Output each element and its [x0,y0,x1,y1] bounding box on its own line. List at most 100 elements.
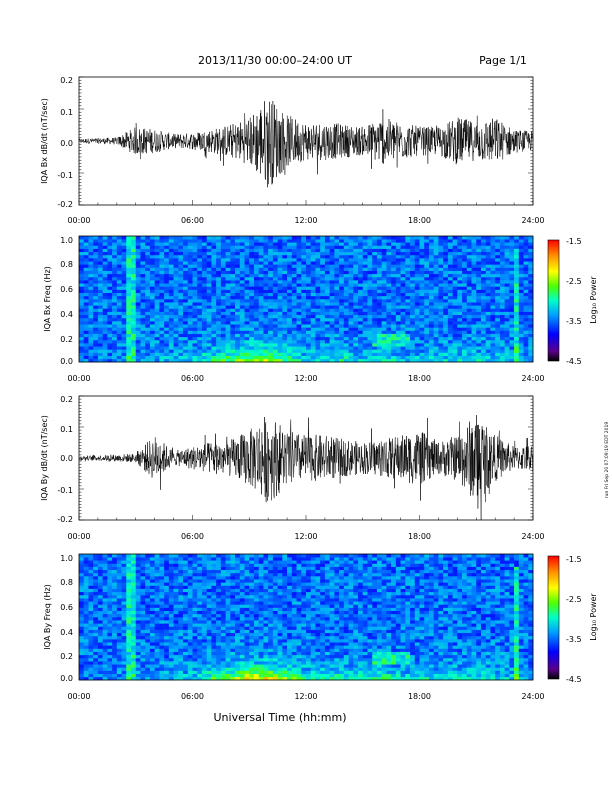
spectrogram-cell [268,264,274,268]
spectrogram-cell [154,629,160,634]
spectrogram-cell [291,276,297,281]
spectrogram-cell [306,358,312,363]
spectrogram-cell [301,273,307,278]
spectrogram-cell [149,566,155,571]
spectrogram-cell [358,358,364,363]
spectrogram-cell [301,308,307,312]
spectrogram-cell [282,292,288,297]
spectrogram-cell [310,242,316,246]
spectrogram-cell [102,601,108,605]
spectrogram-cell [424,308,430,312]
spectrogram-cell [88,620,94,624]
spectrogram-cell [135,657,141,662]
spectrogram-cell [164,343,170,347]
spectrogram-cell [263,333,269,338]
spectrogram-cell [201,352,207,356]
spectrogram-cell [93,267,99,271]
spectrogram-cell [258,355,264,360]
spectrogram-cell [116,626,122,630]
spectrogram-cell [116,239,122,243]
spectrogram-cell [107,289,113,293]
spectrogram-cell [490,311,496,316]
spectrogram-cell [173,664,179,668]
spectrogram-cell [528,280,534,284]
spectrogram-cell [490,292,496,297]
spectrogram-cell [135,324,141,328]
spectrogram-cell [410,245,416,249]
spectrogram-cell [116,673,122,678]
spectrogram-cell [306,261,312,265]
spectrogram-cell [471,302,477,306]
spectrogram-cell [324,254,330,259]
spectrogram-cell [126,676,132,681]
spectrogram-cell [149,236,155,240]
spectrogram-cell [168,598,174,602]
spectrogram-cell [528,295,534,300]
spectrogram-cell [230,355,236,360]
spectrogram-cell [480,286,487,290]
spectrogram-cell [88,245,94,249]
spectrogram-cell [154,623,160,627]
spectrogram-cell [395,236,401,240]
spectrogram-cell [216,289,222,293]
spectrogram-cell [140,594,146,599]
spectrogram-cell [107,336,113,341]
spectrogram-cell [410,239,416,243]
spectrogram-cell [79,566,85,571]
spectrogram-cell [395,311,401,316]
spectrogram-cell [315,245,321,249]
spectrogram-cell [287,242,293,246]
spectrogram-cell [334,343,340,347]
spectrogram-cell [220,261,226,265]
spectrogram-cell [178,557,184,561]
spectrogram-cell [376,346,382,350]
spectrogram-cell [428,355,434,360]
spectrogram-cell [301,236,307,240]
spectrogram-cell [339,254,345,259]
spectrogram-cell [178,620,184,624]
x-tick-label: 12:00 [294,374,317,383]
spectrogram-cell [405,343,411,347]
spectrogram-cell [206,355,212,360]
spectrogram-cell [362,352,368,356]
spectrogram-cell [466,302,472,306]
spectrogram-cell [329,339,335,344]
spectrogram-cell [145,358,151,363]
spectrogram-cell [116,343,122,347]
spectrogram-cell [164,648,170,652]
spectrogram-cell [362,286,368,290]
spectrogram-cell [93,607,99,611]
spectrogram-cell [438,336,444,341]
spectrogram-cell [145,324,151,328]
spectrogram-cell [514,248,520,253]
spectrogram-cell [107,585,113,589]
spectrogram-cell [116,327,122,331]
spectrogram-cell [168,295,174,300]
spectrogram-cell [93,670,99,674]
spectrogram-cell [197,264,203,268]
spectrogram-cell [381,302,387,306]
spectrogram-cell [135,579,141,583]
spectrogram-cell [235,289,241,293]
spectrogram-cell [102,317,108,322]
spectrogram-cell [211,251,217,256]
spectrogram-cell [149,302,155,306]
spectrogram-cell [329,299,335,303]
spectrogram-cell [471,317,477,322]
spectrogram-cell [173,560,179,564]
spectrogram-cell [457,261,463,265]
spectrogram-cell [93,623,99,627]
spectrogram-cell [230,292,236,297]
spectrogram-cell [499,295,505,300]
spectrogram-cell [263,355,269,360]
spectrogram-cell [135,613,141,618]
spectrogram-cell [97,276,103,281]
spectrogram-cell [140,598,146,602]
spectrogram-cell [466,295,472,300]
spectrogram-cell [287,330,293,334]
spectrogram-cell [93,598,99,602]
spectrogram-cell [329,295,335,300]
spectrogram-cell [154,613,160,618]
spectrogram-cell [424,251,430,256]
spectrogram-cell [499,248,505,253]
